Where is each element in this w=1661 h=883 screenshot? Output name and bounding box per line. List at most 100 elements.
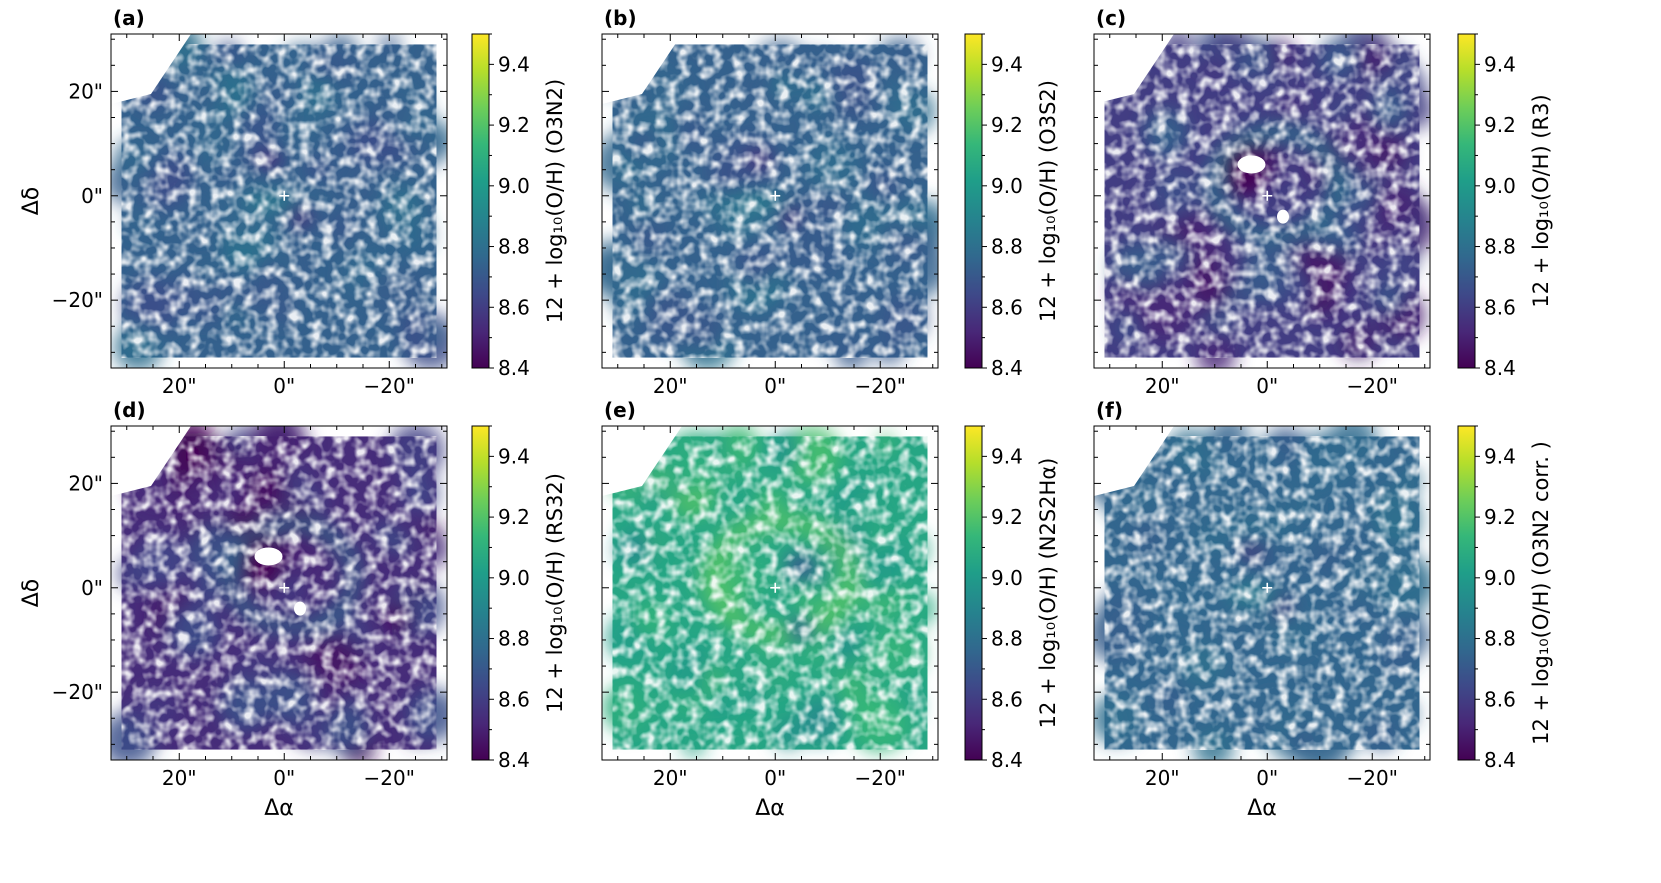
panel-letter: (e) bbox=[604, 398, 636, 422]
panel-f: 20" 0" −20" Δα (f) 8.4 8.6 8.8 9.0 9.2 9.4 12 + log… bbox=[1093, 398, 1553, 821]
panel-a: 20" 0" −20" 20" 0" −20" Δδ (a) 8.4 8.6 8.8 9.0 9.2 9.… bbox=[19, 6, 567, 398]
x-tick-label: −20" bbox=[364, 766, 415, 790]
colorbar: 8.4 8.6 8.8 9.0 9.2 9.4 12 + log₁₀(O/H) (RS32) bbox=[471, 425, 567, 772]
colorbar-tick-label: 9.0 bbox=[1484, 174, 1516, 198]
x-axis-label: Δα bbox=[755, 796, 785, 821]
y-axis-label: Δδ bbox=[19, 187, 44, 216]
panel-letter: (d) bbox=[113, 398, 146, 422]
colorbar-tick-label: 8.6 bbox=[991, 295, 1023, 319]
colorbar-tick-label: 8.6 bbox=[498, 687, 530, 711]
colorbar: 8.4 8.6 8.8 9.0 9.2 9.4 12 + log₁₀(O/H) (N2S2H… bbox=[964, 425, 1060, 772]
colorbar-tick-label: 9.2 bbox=[991, 113, 1023, 137]
panel-letter: (a) bbox=[113, 6, 145, 30]
x-tick-label: −20" bbox=[364, 374, 415, 398]
colorbar-tick-label: 9.4 bbox=[1484, 52, 1516, 76]
metallicity-map bbox=[1094, 34, 1430, 368]
x-tick-label: 20" bbox=[1145, 766, 1180, 790]
y-tick-label: 20" bbox=[68, 79, 103, 103]
colorbar-tick-label: 9.2 bbox=[498, 113, 530, 137]
colorbar-label: 12 + log₁₀(O/H) (O3N2) bbox=[543, 79, 567, 323]
center-marker bbox=[1262, 190, 1273, 201]
colorbar-tick-label: 9.4 bbox=[991, 52, 1023, 76]
metallicity-map bbox=[111, 426, 447, 760]
colorbar-tick-label: 8.4 bbox=[498, 356, 530, 380]
colorbar-tick-label: 8.6 bbox=[991, 687, 1023, 711]
colorbar-tick-label: 8.8 bbox=[498, 627, 530, 651]
panel-letter: (c) bbox=[1096, 6, 1126, 30]
x-tick-label: −20" bbox=[855, 374, 906, 398]
colorbar-label: 12 + log₁₀(O/H) (N2S2Hα) bbox=[1036, 458, 1060, 729]
colorbar: 8.4 8.6 8.8 9.0 9.2 9.4 12 + log₁₀(O/H) (O3S2) bbox=[964, 33, 1060, 380]
colorbar-tick-label: 9.0 bbox=[498, 174, 530, 198]
colorbar-label: 12 + log₁₀(O/H) (O3S2) bbox=[1036, 80, 1060, 322]
metallicity-map bbox=[602, 34, 938, 368]
panel-c: 20" 0" −20" (c) 8.4 8.6 8.8 9.0 9.2 9.4 12 + log₁₀… bbox=[1093, 6, 1553, 398]
colorbar-tick-label: 9.0 bbox=[1484, 566, 1516, 590]
panel-b: 20" 0" −20" (b) 8.4 8.6 8.8 9.0 9.2 9.4 12 + log₁₀… bbox=[601, 6, 1060, 398]
x-tick-label: 0" bbox=[273, 766, 295, 790]
colorbar-label: 12 + log₁₀(O/H) (R3) bbox=[1529, 94, 1553, 307]
colorbar-tick-label: 9.4 bbox=[498, 444, 530, 468]
colorbar: 8.4 8.6 8.8 9.0 9.2 9.4 12 + log₁₀(O/H) (R3) bbox=[1457, 33, 1553, 380]
plot-frame bbox=[1093, 33, 1431, 369]
plot-frame bbox=[110, 425, 448, 761]
masked-region bbox=[254, 547, 283, 566]
colorbar-tick-label: 8.4 bbox=[991, 748, 1023, 772]
colorbar-tick-label: 8.8 bbox=[1484, 235, 1516, 259]
colorbar-tick-label: 8.4 bbox=[991, 356, 1023, 380]
metallicity-map bbox=[111, 34, 447, 368]
colorbar-tick-label: 9.4 bbox=[991, 444, 1023, 468]
colorbar-label: 12 + log₁₀(O/H) (RS32) bbox=[543, 473, 567, 713]
x-tick-label: 20" bbox=[162, 766, 197, 790]
plot-frame bbox=[601, 425, 939, 761]
x-tick-label: 0" bbox=[764, 766, 786, 790]
colorbar-tick-label: 8.8 bbox=[991, 235, 1023, 259]
colorbar: 8.4 8.6 8.8 9.0 9.2 9.4 12 + log₁₀(O/H) (O3N2 … bbox=[1457, 425, 1553, 772]
panel-e: 20" 0" −20" Δα (e) 8.4 8.6 8.8 9.0 9.2 9.4 12 + log… bbox=[601, 398, 1060, 821]
masked-region bbox=[1237, 155, 1266, 174]
x-tick-label: 20" bbox=[1145, 374, 1180, 398]
colorbar-tick-label: 9.0 bbox=[991, 174, 1023, 198]
x-tick-label: 0" bbox=[1256, 374, 1278, 398]
metallicity-map bbox=[602, 426, 938, 760]
colorbar-tick-label: 9.2 bbox=[1484, 113, 1516, 137]
x-tick-label: −20" bbox=[1347, 374, 1398, 398]
x-tick-label: 20" bbox=[162, 374, 197, 398]
colorbar: 8.4 8.6 8.8 9.0 9.2 9.4 12 + log₁₀(O/H) (O3N2) bbox=[471, 33, 567, 380]
colorbar-tick-label: 8.8 bbox=[991, 627, 1023, 651]
colorbar-tick-label: 8.6 bbox=[1484, 295, 1516, 319]
y-tick-label: −20" bbox=[52, 288, 103, 312]
x-axis-label: Δα bbox=[264, 796, 294, 821]
plot-frame bbox=[601, 33, 939, 369]
center-marker bbox=[279, 582, 290, 593]
colorbar-tick-label: 8.6 bbox=[498, 295, 530, 319]
colorbar-tick-label: 9.0 bbox=[991, 566, 1023, 590]
colorbar-tick-label: 9.2 bbox=[991, 505, 1023, 529]
metallicity-map bbox=[1094, 426, 1430, 760]
x-tick-label: −20" bbox=[855, 766, 906, 790]
panel-letter: (b) bbox=[604, 6, 637, 30]
y-tick-label: 20" bbox=[68, 471, 103, 495]
y-axis-label: Δδ bbox=[19, 579, 44, 608]
center-marker bbox=[770, 190, 781, 201]
center-marker bbox=[279, 190, 290, 201]
y-tick-label: −20" bbox=[52, 680, 103, 704]
colorbar-tick-label: 8.6 bbox=[1484, 687, 1516, 711]
colorbar-tick-label: 9.2 bbox=[498, 505, 530, 529]
y-tick-label: 0" bbox=[81, 576, 103, 600]
colorbar-tick-label: 8.4 bbox=[498, 748, 530, 772]
colorbar-tick-label: 8.8 bbox=[1484, 627, 1516, 651]
colorbar-tick-label: 8.4 bbox=[1484, 356, 1516, 380]
x-tick-label: 20" bbox=[653, 766, 688, 790]
colorbar-tick-label: 9.4 bbox=[1484, 444, 1516, 468]
plot-frame bbox=[1093, 425, 1431, 761]
x-tick-label: −20" bbox=[1347, 766, 1398, 790]
x-tick-label: 20" bbox=[653, 374, 688, 398]
colorbar-label: 12 + log₁₀(O/H) (O3N2 corr. ) bbox=[1529, 441, 1553, 745]
panel-letter: (f) bbox=[1096, 398, 1123, 422]
colorbar-tick-label: 9.2 bbox=[1484, 505, 1516, 529]
plot-frame bbox=[110, 33, 448, 369]
panel-d: 20" 0" −20" 20" 0" −20" Δα Δδ (d) 8.4 8.6 8.8 9.0 9.2… bbox=[19, 398, 567, 821]
colorbar-tick-label: 9.4 bbox=[498, 52, 530, 76]
